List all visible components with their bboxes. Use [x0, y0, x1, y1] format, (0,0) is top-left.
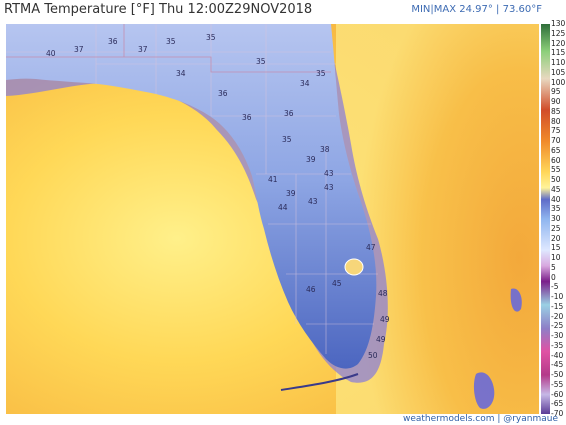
scale-tick-label: 35: [551, 204, 561, 214]
scale-tick-label: -20: [551, 311, 564, 321]
scale-tick-label: -40: [551, 350, 564, 360]
scale-tick-label: 100: [551, 77, 566, 87]
temp-label: 49: [380, 315, 390, 324]
scale-tick-label: -55: [551, 379, 564, 389]
scale-tick-label: 95: [551, 87, 561, 97]
state-borders: [6, 24, 331, 73]
temp-label: 45: [332, 279, 342, 288]
temp-label: 49: [376, 335, 386, 344]
scale-tick-label: 15: [551, 243, 561, 253]
scale-tick-label: 45: [551, 184, 561, 194]
scale-tick-label: 60: [551, 155, 561, 165]
temp-label: 35: [206, 33, 216, 42]
color-scale-bar: [541, 24, 550, 414]
scale-tick-label: 40: [551, 194, 561, 204]
county-lines: [6, 24, 378, 354]
florida-keys: [280, 373, 359, 391]
header: RTMA Temperature [°F] Thu 12:00Z29NOV201…: [0, 0, 566, 22]
min-max-readout: MIN|MAX 24.97° | 73.60°F: [411, 4, 542, 15]
credit-text: weathermodels.com | @ryanmaue: [402, 414, 558, 424]
scale-tick-label: -10: [551, 292, 564, 301]
scale-tick-label: 55: [551, 165, 561, 175]
scale-tick-label: 80: [551, 116, 561, 126]
scale-tick-label: -5: [551, 282, 559, 292]
bahamas-islands: [473, 288, 522, 409]
temp-label: 48: [378, 289, 388, 298]
scale-tick-label: 115: [551, 48, 566, 58]
scale-tick-label: -35: [551, 340, 564, 350]
temp-label: 36: [242, 113, 252, 122]
temp-label: 36: [108, 37, 118, 46]
scale-tick-label: 50: [551, 175, 561, 184]
scale-tick-label: -25: [551, 321, 564, 331]
temp-label: 39: [306, 155, 316, 164]
scale-tick-label: -50: [551, 370, 564, 379]
temp-label: 34: [300, 79, 310, 88]
scale-tick-label: 105: [551, 67, 566, 77]
temp-label: 35: [256, 57, 266, 66]
temp-label: 35: [166, 37, 176, 46]
temp-label: 34: [176, 69, 186, 78]
temperature-map: 40 37 36 37 35 35 34 35 34 35 36 36 36 3…: [6, 24, 539, 414]
florida-landmass: [6, 24, 377, 369]
temp-label: 43: [324, 183, 334, 192]
scale-tick-label: 110: [551, 58, 566, 67]
scale-tick-label: 90: [551, 97, 561, 106]
scale-tick-label: 85: [551, 106, 561, 116]
scale-tick-label: 120: [551, 38, 566, 48]
scale-tick-label: -70: [551, 409, 564, 418]
scale-tick-label: 20: [551, 233, 561, 243]
temp-label: 50: [368, 351, 378, 360]
temp-label: 41: [268, 175, 278, 184]
temp-label: 44: [278, 203, 288, 212]
color-scale-ticks: 130 125 120 115 110 105 100 95 90 85 80 75 70 65 60 55 5…: [551, 20, 566, 418]
scale-tick-label: -30: [551, 331, 564, 340]
map-title: RTMA Temperature [°F] Thu 12:00Z29NOV201…: [4, 2, 313, 17]
scale-tick-label: 0: [551, 272, 556, 282]
lake-okeechobee: [344, 258, 364, 276]
scale-tick-label: 130: [551, 19, 566, 28]
scale-tick-label: -65: [551, 399, 564, 409]
scale-tick-label: 75: [551, 126, 561, 136]
scale-tick-label: -15: [551, 301, 564, 311]
temp-label: 36: [218, 89, 228, 98]
scale-tick-label: 25: [551, 223, 561, 233]
scale-tick-label: 70: [551, 136, 561, 145]
temp-label: 47: [366, 243, 376, 252]
temp-label: 36: [284, 109, 294, 118]
temp-label: 43: [308, 197, 318, 206]
scale-tick-label: 65: [551, 145, 561, 155]
scale-tick-label: -60: [551, 389, 564, 399]
temp-label: 43: [324, 169, 334, 178]
scale-tick-label: 30: [551, 214, 561, 223]
temp-label: 40: [46, 49, 56, 58]
temp-label: 37: [138, 45, 148, 54]
scale-tick-label: -45: [551, 360, 564, 370]
scale-tick-label: 5: [551, 262, 556, 272]
scale-tick-label: 10: [551, 253, 561, 262]
temp-label: 39: [286, 189, 296, 198]
scale-tick-label: 125: [551, 28, 566, 38]
temp-label: 46: [306, 285, 316, 294]
temp-label: 35: [282, 135, 292, 144]
temp-label: 35: [316, 69, 326, 78]
temp-label: 37: [74, 45, 84, 54]
map-canvas: 40 37 36 37 35 35 34 35 34 35 36 36 36 3…: [6, 24, 539, 414]
temp-label: 38: [320, 145, 330, 154]
